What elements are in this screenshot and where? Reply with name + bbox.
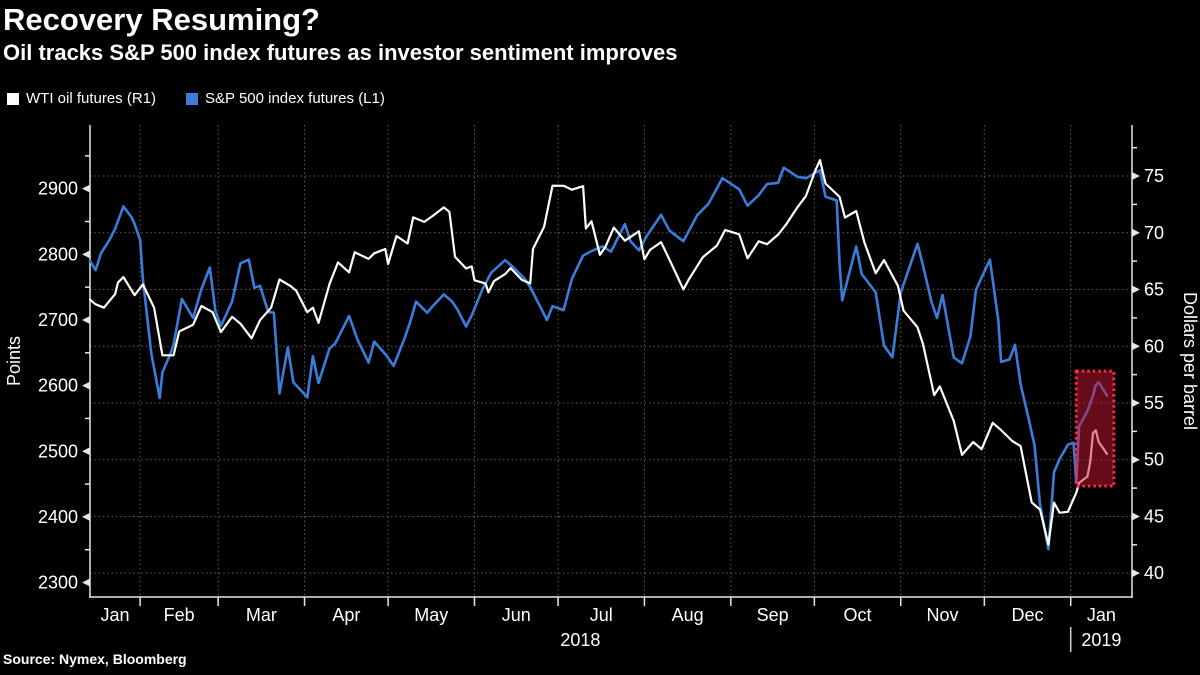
left-tick-label: 2700 — [38, 310, 78, 330]
month-label: Oct — [844, 605, 872, 625]
right-major-tick — [1132, 512, 1140, 521]
chart-subtitle: Oil tracks S&P 500 index futures as inve… — [3, 39, 678, 65]
right-tick-label: 60 — [1144, 336, 1164, 356]
right-tick-label: 40 — [1144, 563, 1164, 583]
month-label: Sep — [757, 605, 789, 625]
right-major-tick — [1132, 455, 1140, 464]
right-tick-label: 70 — [1144, 223, 1164, 243]
left-major-tick — [82, 578, 90, 587]
left-tick-label: 2300 — [38, 573, 78, 593]
month-label: Jan — [101, 605, 130, 625]
month-label: Jan — [1087, 605, 1116, 625]
spx-legend-swatch-icon — [186, 92, 199, 105]
left-major-tick — [82, 250, 90, 259]
chart-header: Recovery Resuming? Oil tracks S&P 500 in… — [3, 2, 1200, 66]
month-label: Aug — [672, 605, 704, 625]
left-major-tick — [82, 512, 90, 521]
right-tick-label: 50 — [1144, 450, 1164, 470]
left-tick-label: 2500 — [38, 441, 78, 461]
month-label: Nov — [927, 605, 959, 625]
left-axis-title: Points — [4, 336, 24, 386]
wti-legend-label: WTI oil futures (R1) — [26, 90, 157, 107]
month-label: Mar — [246, 605, 277, 625]
right-tick-label: 45 — [1144, 506, 1164, 526]
chart-legend: WTI oil futures (R1) S&P 500 index futur… — [7, 90, 385, 107]
legend-item-wti: WTI oil futures (R1) — [7, 90, 156, 107]
month-label: Jul — [590, 605, 613, 625]
source-credit: Source: Nymex, Bloomberg — [3, 651, 187, 667]
right-major-tick — [1132, 285, 1140, 294]
year-label: 2018 — [560, 630, 600, 650]
left-tick-label: 2900 — [38, 179, 78, 199]
right-major-tick — [1132, 569, 1140, 578]
month-label: Apr — [332, 605, 360, 625]
month-label: Dec — [1012, 605, 1044, 625]
left-major-tick — [82, 315, 90, 324]
wti-legend-swatch-icon — [7, 92, 19, 105]
right-tick-label: 55 — [1144, 393, 1164, 413]
left-tick-label: 2600 — [38, 376, 78, 396]
left-major-tick — [82, 381, 90, 390]
legend-item-spx: S&P 500 index futures (L1) — [186, 90, 385, 107]
right-tick-label: 75 — [1144, 166, 1164, 186]
spx-line — [88, 166, 1109, 551]
left-tick-label: 2400 — [38, 507, 78, 527]
chart-title: Recovery Resuming? — [3, 2, 320, 37]
right-major-tick — [1132, 398, 1140, 407]
left-major-tick — [82, 184, 90, 193]
year-label: 2019 — [1081, 630, 1121, 650]
highlight-box — [1074, 369, 1116, 488]
right-axis-title: Dollars per barrel — [1180, 292, 1200, 430]
left-tick-label: 2800 — [38, 244, 78, 264]
right-tick-label: 65 — [1144, 280, 1164, 300]
left-major-tick — [82, 447, 90, 456]
right-major-tick — [1132, 342, 1140, 351]
month-label: Feb — [164, 605, 195, 625]
spx-legend-label: S&P 500 index futures (L1) — [205, 90, 385, 107]
wti-line — [88, 159, 1109, 546]
month-label: Jun — [502, 605, 531, 625]
right-major-tick — [1132, 172, 1140, 181]
month-label: May — [414, 605, 448, 625]
right-major-tick — [1132, 228, 1140, 237]
